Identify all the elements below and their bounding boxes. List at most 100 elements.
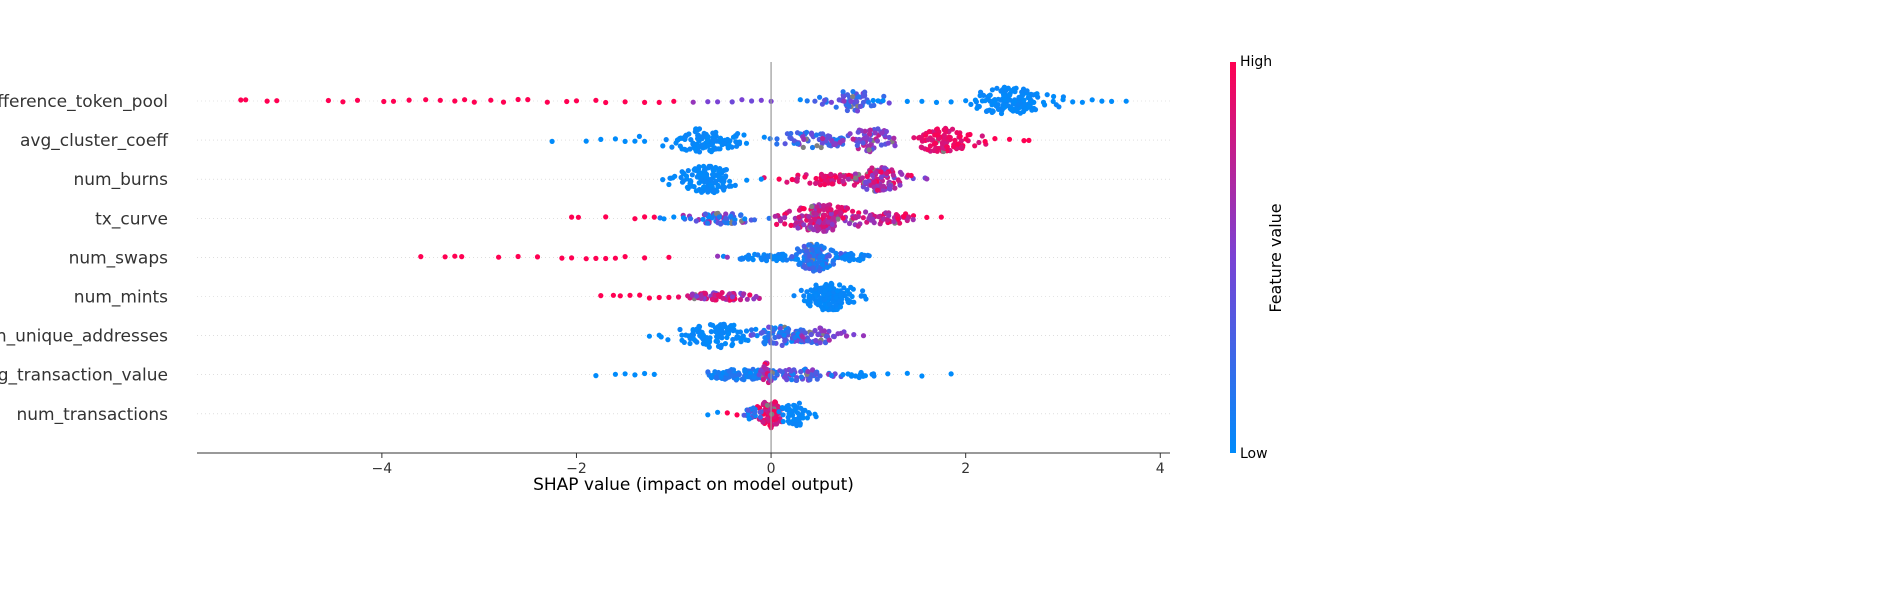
data-point xyxy=(795,225,801,231)
data-point xyxy=(821,328,827,334)
data-point xyxy=(690,99,696,105)
data-point xyxy=(826,337,832,343)
data-point xyxy=(869,165,875,171)
data-point xyxy=(856,94,862,100)
data-point xyxy=(646,333,653,339)
data-point xyxy=(725,145,731,151)
data-point xyxy=(819,101,826,107)
data-point xyxy=(840,215,846,221)
data-point xyxy=(642,255,648,261)
data-point xyxy=(862,89,868,95)
data-point xyxy=(835,216,841,222)
data-point xyxy=(715,324,722,330)
data-point xyxy=(689,292,695,298)
data-point xyxy=(622,254,628,260)
data-point xyxy=(974,105,980,111)
data-point xyxy=(864,135,870,141)
data-point xyxy=(1022,101,1028,107)
data-point xyxy=(1002,97,1008,103)
data-point xyxy=(797,97,803,103)
data-point xyxy=(622,99,628,105)
feature-label: num_swaps xyxy=(69,248,169,268)
data-point xyxy=(794,256,800,262)
data-point xyxy=(794,416,800,422)
data-point xyxy=(838,250,844,257)
data-point xyxy=(755,252,761,258)
data-point xyxy=(814,223,820,229)
data-point xyxy=(656,332,662,338)
data-point xyxy=(827,133,833,140)
data-point xyxy=(691,184,697,190)
data-point xyxy=(274,98,280,104)
data-point xyxy=(598,293,604,299)
data-point xyxy=(812,98,818,104)
data-point xyxy=(774,221,780,227)
data-point xyxy=(742,368,748,374)
feature-label: num_transactions xyxy=(17,405,169,425)
data-point xyxy=(837,139,843,145)
data-point xyxy=(717,146,723,152)
data-point xyxy=(828,207,834,213)
data-point xyxy=(1002,104,1008,110)
data-point xyxy=(866,147,872,153)
data-point xyxy=(846,258,853,264)
data-point xyxy=(691,167,697,173)
data-point xyxy=(690,332,696,338)
data-point xyxy=(967,131,973,138)
data-point xyxy=(804,289,810,295)
data-point xyxy=(675,294,682,300)
data-point xyxy=(751,296,757,302)
data-point xyxy=(718,221,724,227)
data-point xyxy=(696,138,702,144)
data-point xyxy=(666,181,672,188)
data-point xyxy=(827,286,833,292)
data-point xyxy=(687,216,694,222)
data-point xyxy=(891,135,897,141)
data-point xyxy=(746,252,752,258)
data-point xyxy=(713,374,719,380)
data-point xyxy=(747,374,753,380)
data-point xyxy=(890,172,896,178)
data-point xyxy=(820,131,826,137)
data-point xyxy=(1011,86,1017,92)
data-point xyxy=(1070,99,1076,105)
data-point xyxy=(787,411,793,417)
data-point xyxy=(834,288,841,294)
data-point xyxy=(891,218,897,225)
data-point xyxy=(747,292,753,298)
data-point xyxy=(462,97,468,103)
data-point xyxy=(812,411,818,417)
data-point xyxy=(932,140,939,146)
data-point xyxy=(737,335,743,341)
data-point xyxy=(934,126,941,132)
data-point xyxy=(709,142,715,148)
data-point xyxy=(695,132,701,139)
data-point xyxy=(791,293,797,299)
data-point xyxy=(919,373,925,379)
data-point xyxy=(812,327,818,334)
data-point xyxy=(770,340,777,346)
data-point xyxy=(642,370,648,377)
x-tick-label: 4 xyxy=(1156,461,1165,477)
data-point xyxy=(850,208,856,214)
data-point xyxy=(569,214,575,220)
data-point xyxy=(719,290,725,296)
data-point xyxy=(860,253,866,260)
data-point xyxy=(932,132,938,138)
data-point xyxy=(807,377,813,383)
data-point xyxy=(829,137,835,144)
data-point xyxy=(794,405,800,411)
data-point xyxy=(713,146,719,152)
data-point xyxy=(694,326,700,332)
data-point xyxy=(804,129,810,135)
data-point xyxy=(692,145,698,152)
data-point xyxy=(1051,93,1057,100)
data-point xyxy=(837,304,844,310)
data-point xyxy=(815,331,821,338)
data-point xyxy=(851,299,857,305)
data-point xyxy=(1015,102,1021,108)
data-point xyxy=(942,128,949,134)
data-point xyxy=(941,133,947,139)
data-point xyxy=(762,339,768,345)
data-point xyxy=(813,180,819,186)
